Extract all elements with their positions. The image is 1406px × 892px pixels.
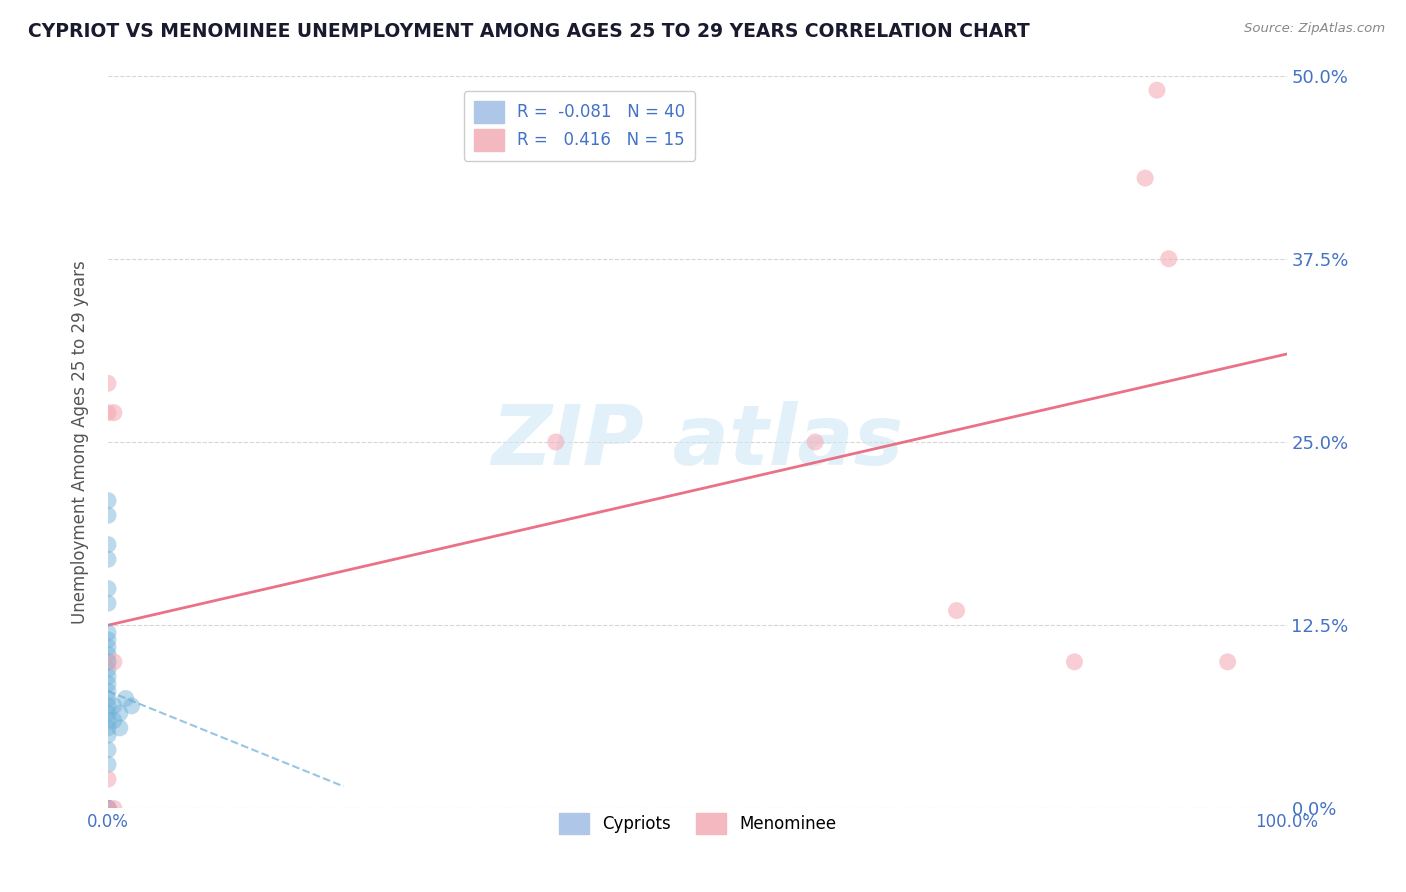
Point	[97, 538, 120, 552]
Point	[97, 801, 120, 815]
Point	[97, 655, 120, 669]
Point	[97, 801, 120, 815]
Point	[103, 406, 125, 420]
Point	[97, 677, 120, 691]
Point	[103, 655, 125, 669]
Point	[97, 691, 120, 706]
Y-axis label: Unemployment Among Ages 25 to 29 years: Unemployment Among Ages 25 to 29 years	[72, 260, 89, 624]
Point	[97, 698, 120, 713]
Point	[97, 757, 120, 772]
Point	[97, 721, 120, 735]
Point	[1216, 655, 1239, 669]
Point	[97, 640, 120, 655]
Point	[114, 691, 136, 706]
Point	[103, 801, 125, 815]
Point	[97, 801, 120, 815]
Point	[97, 662, 120, 676]
Point	[97, 684, 120, 698]
Text: ZIP atlas: ZIP atlas	[491, 401, 904, 483]
Point	[97, 801, 120, 815]
Legend: Cypriots, Menominee: Cypriots, Menominee	[548, 803, 846, 844]
Point	[108, 721, 131, 735]
Point	[1133, 171, 1156, 186]
Point	[108, 706, 131, 721]
Point	[103, 714, 125, 728]
Point	[97, 508, 120, 523]
Point	[97, 648, 120, 662]
Point	[1063, 655, 1085, 669]
Point	[1157, 252, 1180, 266]
Point	[97, 801, 120, 815]
Point	[103, 698, 125, 713]
Point	[97, 406, 120, 420]
Point	[97, 801, 120, 815]
Point	[97, 801, 120, 815]
Point	[544, 434, 567, 449]
Point	[97, 376, 120, 391]
Point	[121, 698, 143, 713]
Point	[945, 603, 967, 617]
Point	[804, 434, 827, 449]
Point	[97, 655, 120, 669]
Point	[97, 801, 120, 815]
Point	[97, 596, 120, 610]
Point	[97, 714, 120, 728]
Point	[97, 625, 120, 640]
Point	[97, 706, 120, 721]
Point	[97, 801, 120, 815]
Point	[97, 493, 120, 508]
Point	[97, 728, 120, 742]
Point	[97, 772, 120, 786]
Point	[97, 743, 120, 757]
Point	[1146, 83, 1168, 97]
Text: CYPRIOT VS MENOMINEE UNEMPLOYMENT AMONG AGES 25 TO 29 YEARS CORRELATION CHART: CYPRIOT VS MENOMINEE UNEMPLOYMENT AMONG …	[28, 22, 1029, 41]
Point	[97, 552, 120, 566]
Point	[97, 801, 120, 815]
Point	[97, 632, 120, 647]
Point	[97, 801, 120, 815]
Point	[97, 582, 120, 596]
Point	[97, 669, 120, 683]
Text: Source: ZipAtlas.com: Source: ZipAtlas.com	[1244, 22, 1385, 36]
